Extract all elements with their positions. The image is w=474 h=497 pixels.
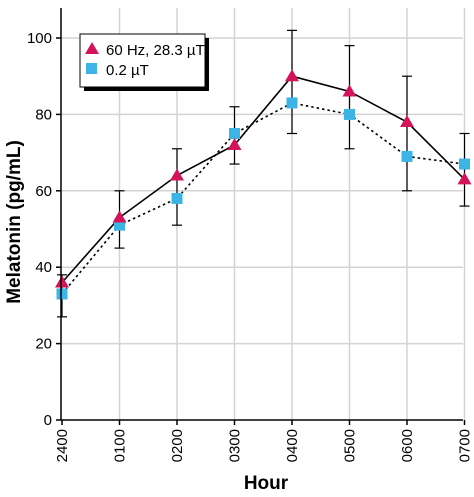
series-lines <box>61 75 466 295</box>
triangle-point-0200 <box>170 168 184 181</box>
y-tick-label-40: 40 <box>35 259 52 276</box>
x-tick-labels: 2400 0100 0200 0300 0400 0500 0600 0700 <box>54 429 474 462</box>
series-line-60hz <box>61 75 466 284</box>
square-point-0500 <box>344 108 355 120</box>
y-tick-label-100: 100 <box>27 30 52 47</box>
y-tick-labels: 0 20 40 60 80 100 <box>27 30 52 429</box>
x-tick-label-0400: 0400 <box>284 429 301 462</box>
triangle-point-0500 <box>342 84 357 97</box>
triangle-point-0600 <box>400 115 414 128</box>
x-tick-label-0100: 0100 <box>112 429 129 462</box>
legend-square-icon <box>86 63 97 74</box>
x-axis-title: Hour <box>244 473 289 494</box>
x-tick-label-0500: 0500 <box>342 429 359 462</box>
x-tick-label-2400: 2400 <box>54 429 71 462</box>
triangle-point-0700 <box>457 172 472 185</box>
square-point-2400 <box>56 288 68 300</box>
y-tick-label-60: 60 <box>35 183 52 200</box>
legend-entry-0-2ut: 0.2 µT <box>106 62 149 79</box>
legend: 60 Hz, 28.3 µT 0.2 µT <box>79 33 209 91</box>
square-point-0700 <box>459 158 470 170</box>
series-line-0-2ut <box>61 102 465 295</box>
triangle-point-0300 <box>227 137 242 150</box>
y-tick-label-80: 80 <box>35 106 52 123</box>
legend-triangle-icon <box>85 42 99 54</box>
square-point-0200 <box>171 192 183 204</box>
legend-entry-60hz: 60 Hz, 28.3 µT <box>106 42 205 59</box>
triangle-point-0100 <box>112 210 127 223</box>
square-point-0300 <box>229 128 240 139</box>
axes <box>56 8 466 425</box>
triangle-point-2400 <box>55 275 69 288</box>
x-tick-label-0700: 0700 <box>457 429 474 462</box>
triangle-point-0400 <box>285 69 299 82</box>
y-tick-label-0: 0 <box>44 412 52 429</box>
square-point-0100 <box>114 219 125 231</box>
x-tick-label-0300: 0300 <box>227 429 244 462</box>
data-markers <box>55 69 472 300</box>
y-axis-title: Melatonin (pg/mL) <box>4 140 25 304</box>
legend-box <box>79 33 206 88</box>
y-tick-label-20: 20 <box>35 336 52 353</box>
square-point-0400 <box>286 97 298 109</box>
square-point-0600 <box>401 150 413 162</box>
x-tick-label-0600: 0600 <box>399 429 416 462</box>
x-tick-label-0200: 0200 <box>169 429 186 462</box>
